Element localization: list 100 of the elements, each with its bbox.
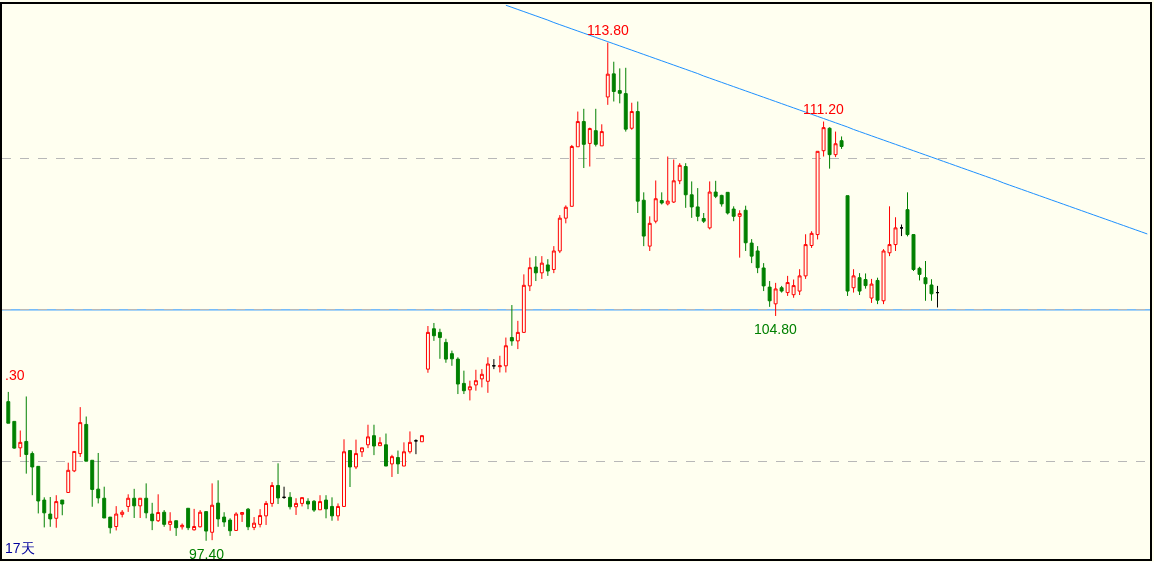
candlestick [288,491,293,510]
candlestick [168,511,173,532]
annotation: 97.40 [189,546,225,562]
candlestick [623,67,628,133]
annotation: 111.20 [803,101,844,117]
candlestick [641,191,646,247]
candlestick [521,273,526,334]
candlestick [665,156,670,206]
candlestick [300,497,305,507]
candlestick [503,337,508,373]
candlestick [144,482,149,519]
candlestick [120,509,125,518]
candlestick [515,320,520,350]
candlestick [360,447,364,458]
candlestick [126,493,131,513]
candlestick [575,111,580,148]
candlestick [647,215,652,252]
candlestick [258,508,263,528]
annotation: 113.80 [587,22,629,38]
candlestick [497,355,502,373]
candlestick [348,450,352,488]
candlestick [845,195,850,297]
candlestick [6,391,11,424]
candlestick [827,126,832,170]
candlestick [366,424,370,449]
candlestick [216,479,221,528]
candlestick [54,494,59,529]
candlestick [869,278,874,304]
candlestick [18,430,23,458]
candlestick [425,325,430,374]
candlestick [599,123,604,147]
candlestick [635,101,640,214]
candlestick [114,505,119,531]
candlestick [294,497,299,516]
candlestick [467,380,472,401]
candlestick [509,304,514,347]
candlestick [96,452,101,504]
candlestick [737,209,742,259]
candlestick [617,67,622,104]
candlestick [84,416,89,462]
candlestick [743,205,748,252]
candlestick [749,238,754,264]
candlestick [773,282,778,317]
annotation: 17天 [5,540,35,556]
candlestick [222,511,227,528]
candlestick [240,512,245,523]
candlestick [419,435,424,443]
candlestick [318,494,322,511]
candlestick [354,439,358,470]
candlestick [312,499,316,513]
candlestick [587,127,592,168]
candlestick [132,488,137,519]
candlestick [443,338,448,364]
candlestick [875,277,880,305]
candlestick [491,358,496,370]
candlestick [449,350,454,367]
candlestick [384,433,388,467]
candlestick [204,511,209,542]
candlestick [473,369,478,392]
candlestick [821,121,826,157]
candlestick [551,245,556,274]
candlestick [719,194,724,208]
candlestick [563,204,568,224]
candlestick [539,255,544,280]
candlestick [30,450,35,496]
candlestick [108,516,113,534]
candlestick [24,395,29,475]
candlestick [36,465,41,514]
candlestick [659,191,664,205]
candlestick [186,507,191,531]
candlestick [527,257,532,292]
candlestick [12,420,17,450]
candlestick [162,509,167,528]
candlestick [533,255,538,282]
candlestick [479,368,484,388]
candlestick [713,180,718,199]
candlestick [228,517,233,537]
annotation: .30 [5,367,25,383]
candlestick [731,205,736,222]
candlestick [605,42,610,106]
candlestick [395,450,400,475]
candlestick [66,462,71,493]
candlestick [851,268,856,294]
candlestick [695,187,700,222]
candlestick [276,462,281,505]
candlestick [389,454,394,478]
candlestick [246,507,251,531]
candlestick [557,214,562,254]
candlestick [461,370,466,395]
candlestick [923,260,928,302]
candlestick [545,258,550,277]
candlestick [629,102,634,131]
candlestick [401,441,406,467]
annotation: 104.80 [754,321,798,337]
candlestick [929,278,934,302]
candlestick [330,496,334,522]
candlestick [378,436,382,447]
candlestick [701,212,706,224]
candlestick [437,328,442,360]
candlestick [485,356,490,394]
